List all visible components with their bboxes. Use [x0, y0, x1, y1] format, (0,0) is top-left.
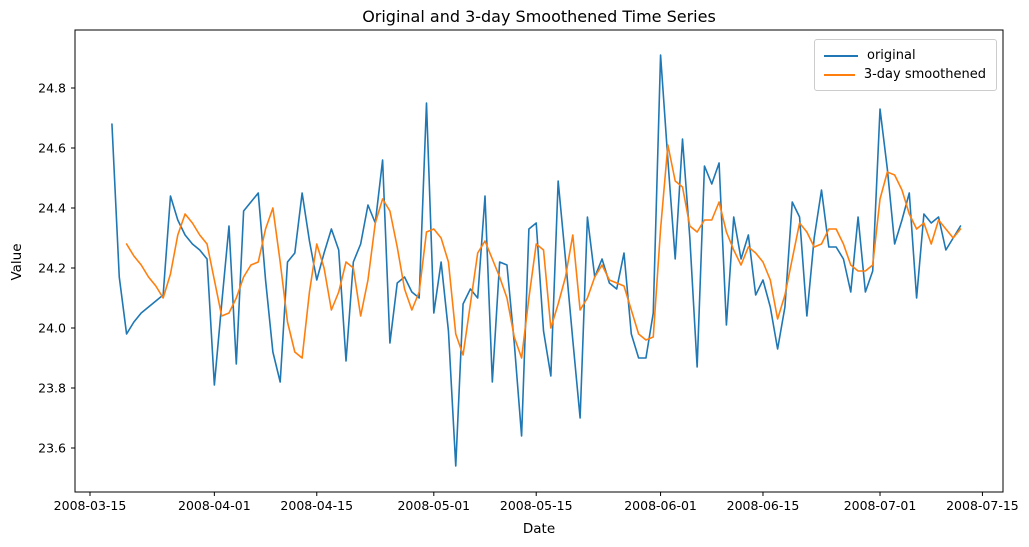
x-tick-label: 2008-07-15	[946, 498, 1019, 513]
legend-label-smoothened: 3-day smoothened	[863, 67, 986, 82]
y-tick-label: 23.6	[38, 441, 66, 456]
y-axis-ticks: 23.6 23.8 24.0 24.2 24.4 24.6 24.8	[38, 81, 75, 456]
y-axis-label: Value	[9, 243, 25, 281]
x-tick-label: 2008-05-01	[397, 498, 470, 513]
legend: original 3-day smoothened	[814, 39, 997, 91]
x-tick-label: 2008-04-15	[280, 498, 353, 513]
smoothened-line-swatch	[824, 73, 855, 76]
legend-label-original: original	[867, 48, 916, 63]
legend-item-smoothened: 3-day smoothened	[824, 65, 986, 84]
series-lines	[111, 54, 962, 467]
x-tick-label: 2008-04-01	[178, 498, 251, 513]
x-axis-ticks: 2008-03-15 2008-04-01 2008-04-15 2008-05-01…	[54, 492, 1019, 513]
original-series-line	[111, 54, 962, 467]
y-tick-label: 24.6	[38, 141, 66, 156]
x-tick-label: 2008-05-15	[500, 498, 573, 513]
y-tick-label: 24.4	[38, 201, 66, 216]
x-tick-label: 2008-07-01	[844, 498, 917, 513]
y-tick-label: 24.8	[38, 81, 66, 96]
y-tick-label: 24.0	[38, 321, 66, 336]
x-tick-label: 2008-06-15	[727, 498, 800, 513]
y-tick-label: 24.2	[38, 261, 66, 276]
axes-frame	[74, 29, 1004, 493]
x-tick-label: 2008-06-01	[624, 498, 697, 513]
chart-title: Original and 3-day Smoothened Time Serie…	[362, 7, 716, 26]
smoothened-series-line	[125, 144, 962, 359]
original-line-swatch	[824, 54, 858, 57]
y-tick-label: 23.8	[38, 381, 66, 396]
x-tick-label: 2008-03-15	[54, 498, 127, 513]
x-axis-label: Date	[522, 521, 556, 537]
legend-item-original: original	[824, 46, 986, 65]
